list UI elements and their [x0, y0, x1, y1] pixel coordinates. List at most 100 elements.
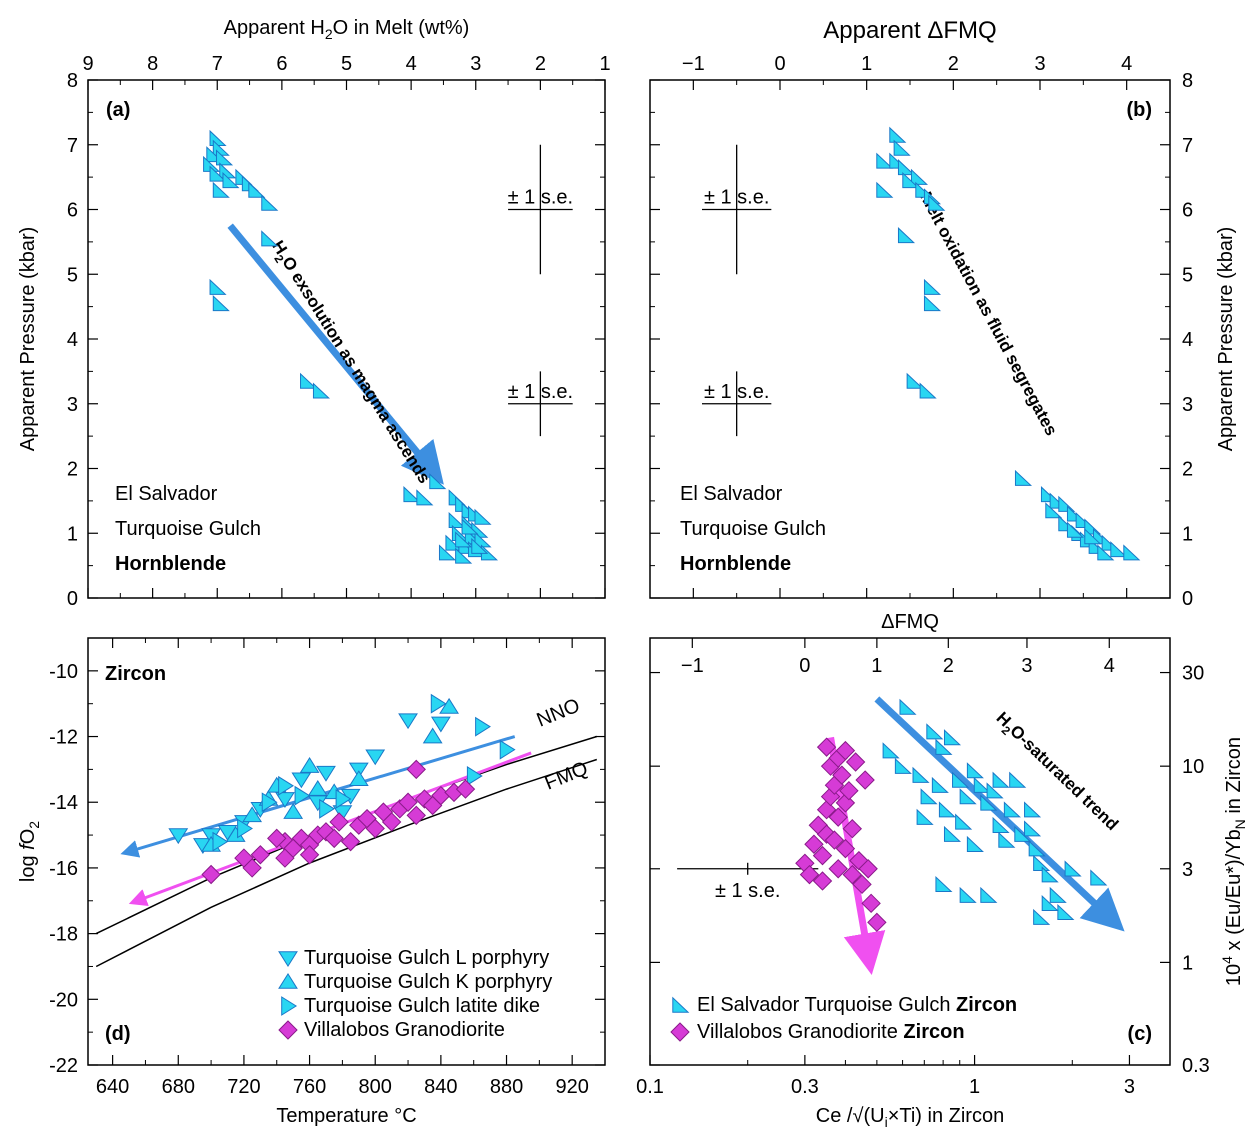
panel-a-error-bar-1-label: ± 1 s.e. — [508, 381, 573, 403]
panel-c-legend-marker — [670, 1022, 690, 1042]
panel-c-point — [799, 864, 820, 885]
panel-c-error-bar-label: ± 1 s.e. — [715, 880, 780, 902]
panel-d-point — [455, 779, 476, 799]
panel-b-x-tick-label: 2 — [948, 53, 959, 75]
panel-d-y-tick-label: -14 — [49, 792, 78, 814]
panel-c-point — [861, 893, 881, 914]
panel-d-point — [316, 765, 336, 782]
panel-c-point — [882, 742, 900, 759]
panel-c-point — [998, 831, 1016, 848]
panel-a-point — [209, 165, 227, 182]
panel-d-x-axis-title: Temperature °C — [276, 1105, 416, 1127]
panel-c-top-tick-label: −1 — [681, 655, 704, 677]
panel-c-point — [835, 838, 856, 859]
panel-c-point — [980, 886, 998, 903]
panel-b-x-tick-label: 0 — [774, 53, 785, 75]
panel-a-x-tick-label: 2 — [535, 53, 546, 75]
panel-b-error-bar-1-label: ± 1 s.e. — [704, 381, 769, 403]
panel-a-y-tick-label: 4 — [67, 329, 78, 351]
panel-b-point — [910, 168, 929, 185]
panel-c-point — [1057, 903, 1075, 921]
panel-d-point — [332, 805, 353, 822]
panel-c-y-tick-label: 0.3 — [1182, 1055, 1210, 1077]
panel-a-y-tick-label: 0 — [67, 588, 78, 610]
panel-b-y-tick-label: 5 — [1182, 264, 1193, 286]
panel-a-point — [300, 372, 318, 389]
panel-a-arrow-label: H2O exsolution as magma ascends — [265, 237, 434, 489]
panel-c-point — [943, 729, 962, 746]
panel-d-point — [398, 713, 418, 730]
panel-d-point — [329, 812, 349, 832]
panel-d-title: Zircon — [105, 663, 166, 685]
panel-b-arrow-label: Melt oxidation as fluid segregates — [916, 189, 1061, 439]
panel-b-label: (b) — [1126, 99, 1152, 121]
panel-c-point — [1003, 801, 1021, 818]
panel-c-point — [816, 737, 837, 757]
panel-a-point — [312, 382, 331, 399]
panel-c-point — [812, 871, 833, 891]
panel-a-point — [438, 544, 457, 561]
panel-a-point — [216, 149, 234, 166]
panel-c-point — [804, 834, 824, 854]
panel-c-y-tick-label: 10 — [1182, 756, 1204, 778]
panel-a-x-tick-label: 7 — [212, 53, 223, 75]
panel-c-y-axis-title-part: N — [1232, 819, 1248, 829]
panel-d-y-axis-title: log fO2 — [17, 821, 42, 882]
panel-a-point — [461, 518, 479, 535]
panel-a-point — [219, 162, 237, 179]
panel-a-y-tick-label: 7 — [67, 135, 78, 157]
panel-d-legend-label: Turquoise Gulch L porphyry — [304, 947, 549, 969]
panel-d-point — [319, 798, 336, 819]
panel-c-point — [980, 794, 998, 811]
panel-d-point — [261, 792, 278, 813]
panel-c-point — [931, 776, 949, 793]
panel-a-point — [448, 511, 466, 528]
panel-c-point — [1041, 866, 1059, 883]
panel-d-buffer-label-fmq: FMQ — [542, 758, 591, 795]
panel-c-x-tick-label: 1 — [969, 1076, 980, 1098]
panel-c-x-axis-title-part: ×Ti) in Zircon — [888, 1105, 1005, 1127]
panel-c-point — [1024, 801, 1042, 818]
panel-d-point — [335, 789, 352, 809]
panel-a-arrow-label-part: O exsolution as magma ascends — [278, 253, 434, 487]
panel-a-point — [209, 278, 227, 295]
panel-b-y-tick-label: 8 — [1182, 70, 1193, 92]
panel-c-point — [935, 738, 953, 755]
panel-b-annotation-1: El Salvador — [680, 483, 783, 505]
panel-a-error-bar-0-label: ± 1 s.e. — [508, 187, 573, 209]
panel-a-x-tick-label: 4 — [406, 53, 417, 75]
panel-b: −1 0 1 2 3 4 0 1 2 3 4 5 6 7 8 Apparent ΔFMQ Apparent Pr… — [649, 17, 1237, 610]
panel-b-point — [1066, 521, 1085, 538]
panel-b-x-tick-label: 4 — [1121, 53, 1132, 75]
panel-c-point — [1033, 854, 1051, 871]
panel-d-point — [398, 792, 418, 812]
panel-b-annotation-2: Turquoise Gulch — [680, 518, 826, 540]
panel-d-frame — [87, 637, 606, 1066]
panel-c-point — [1033, 908, 1051, 925]
panel-c-x-tick-label: 0.3 — [791, 1076, 819, 1098]
panel-b-y-tick-label: 1 — [1182, 523, 1193, 545]
panel-d-point — [422, 727, 443, 744]
panel-b-y-tick-label: 6 — [1182, 200, 1193, 222]
panel-d-label: (d) — [105, 1023, 131, 1045]
panel-c-top-tick-label: 1 — [871, 655, 882, 677]
panel-d-buffer-fmq — [95, 758, 598, 968]
panel-d-point — [291, 772, 312, 789]
panel-c-point — [839, 780, 859, 801]
panel-b-point — [1084, 518, 1102, 535]
panel-a-point — [474, 508, 492, 525]
panel-d-point — [299, 757, 320, 773]
panel-a-top-axis-title: Apparent H2O in Melt (wt%) — [224, 17, 470, 42]
panel-a-x-tick-label: 1 — [599, 53, 610, 75]
panel-d-point — [406, 759, 426, 780]
panel-b-x-tick-label: 1 — [861, 53, 872, 75]
panel-c-point — [1024, 820, 1042, 837]
panel-b-point — [876, 181, 894, 198]
panel-c-point — [820, 786, 841, 807]
panel-c-point — [992, 771, 1010, 788]
panel-a-point — [261, 194, 279, 211]
panel-b-point — [1058, 495, 1076, 512]
panel-c-x-axis-title: Ce /√(Ui×Ti) in Zircon — [816, 1105, 1004, 1130]
panel-b-point — [1040, 486, 1059, 503]
